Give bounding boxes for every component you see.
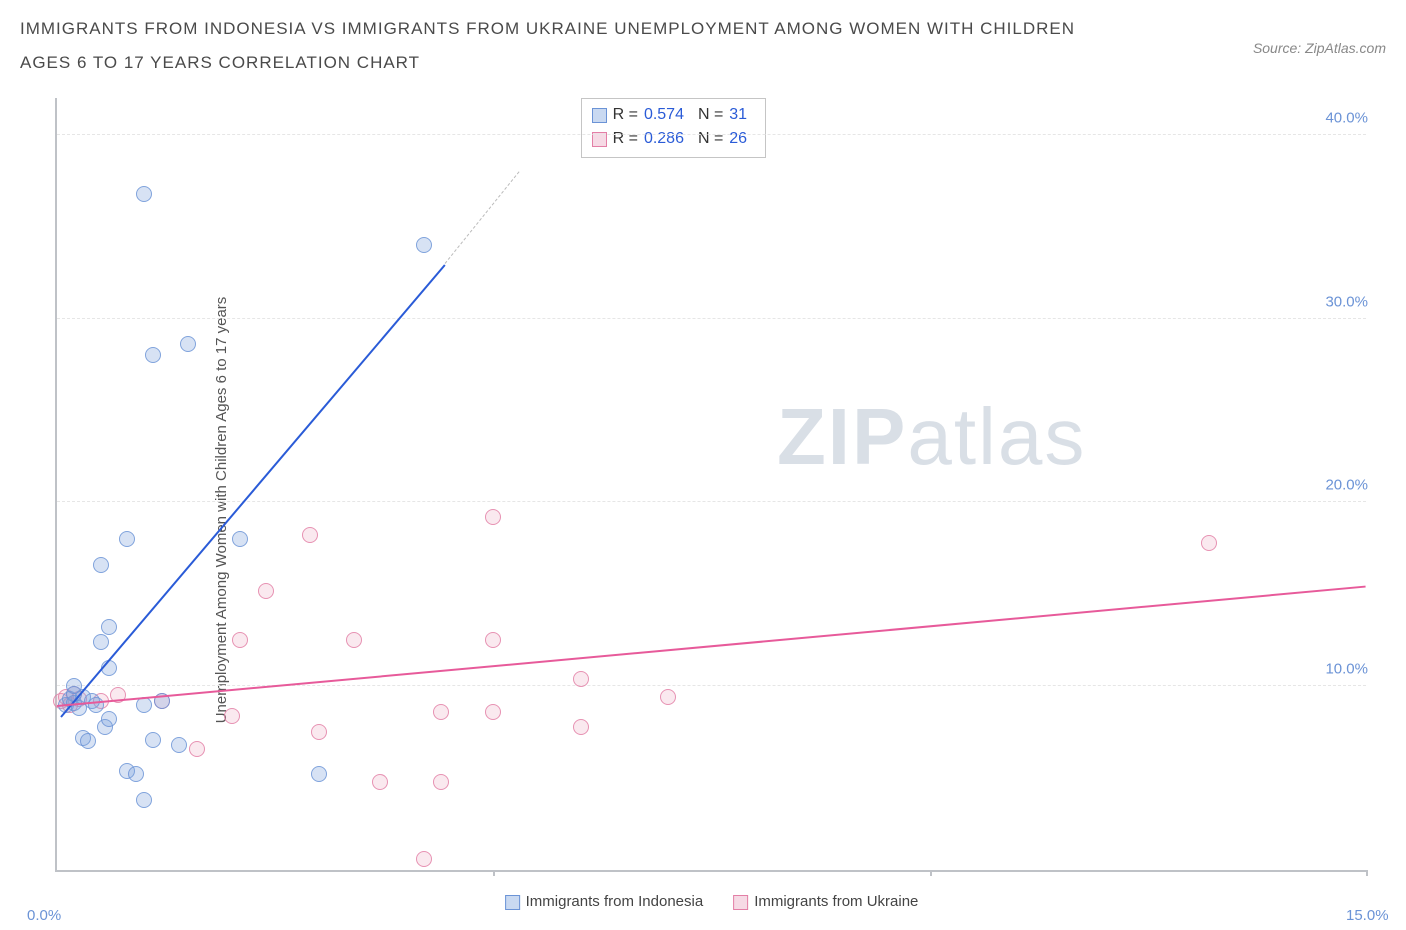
swatch-icon: [505, 895, 520, 910]
data-point: [80, 733, 96, 749]
data-point: [119, 531, 135, 547]
data-point: [416, 237, 432, 253]
stats-r-label: R =: [613, 127, 638, 151]
x-tick: [1366, 870, 1368, 876]
stats-box: R =0.574N =31R =0.286N =26: [581, 98, 767, 158]
data-point: [232, 531, 248, 547]
stats-n-label: N =: [698, 127, 723, 151]
y-tick-label: 40.0%: [1319, 109, 1368, 126]
data-point: [93, 634, 109, 650]
stats-n-value: 26: [729, 127, 755, 151]
legend-label: Immigrants from Ukraine: [754, 893, 918, 910]
data-point: [224, 708, 240, 724]
watermark-light: atlas: [907, 392, 1086, 481]
data-point: [302, 527, 318, 543]
chart-area: Unemployment Among Women with Children A…: [0, 90, 1406, 930]
gridline: [57, 318, 1366, 319]
data-point: [660, 689, 676, 705]
x-tick: [930, 870, 932, 876]
data-point: [189, 741, 205, 757]
swatch-icon: [592, 108, 607, 123]
data-point: [372, 774, 388, 790]
stats-row: R =0.286N =26: [592, 127, 756, 151]
data-point: [1201, 535, 1217, 551]
data-point: [485, 632, 501, 648]
chart-title: IMMIGRANTS FROM INDONESIA VS IMMIGRANTS …: [20, 12, 1120, 80]
data-point: [573, 719, 589, 735]
data-point: [171, 737, 187, 753]
data-point: [136, 792, 152, 808]
stats-r-value: 0.574: [644, 103, 692, 127]
x-tick-label: 0.0%: [27, 907, 61, 924]
data-point: [311, 724, 327, 740]
stats-r-label: R =: [613, 103, 638, 127]
data-point: [573, 671, 589, 687]
y-tick-label: 10.0%: [1319, 661, 1368, 678]
data-point: [346, 632, 362, 648]
regression-line: [445, 172, 520, 265]
x-tick-label: 15.0%: [1346, 907, 1389, 924]
source-attribution: Source: ZipAtlas.com: [1253, 12, 1386, 56]
regression-line: [57, 585, 1366, 706]
legend-label: Immigrants from Indonesia: [526, 893, 704, 910]
y-tick-label: 30.0%: [1319, 293, 1368, 310]
data-point: [485, 704, 501, 720]
data-point: [145, 732, 161, 748]
data-point: [180, 336, 196, 352]
data-point: [485, 509, 501, 525]
data-point: [416, 851, 432, 867]
stats-n-value: 31: [729, 103, 755, 127]
watermark: ZIPatlas: [777, 391, 1086, 483]
scatter-plot: ZIPatlas R =0.574N =31R =0.286N =26 Immi…: [55, 98, 1366, 872]
data-point: [128, 766, 144, 782]
gridline: [57, 501, 1366, 502]
data-point: [433, 774, 449, 790]
data-point: [145, 347, 161, 363]
stats-row: R =0.574N =31: [592, 103, 756, 127]
gridline: [57, 134, 1366, 135]
legend: Immigrants from Indonesia Immigrants from…: [505, 893, 919, 910]
legend-item: Immigrants from Indonesia: [505, 893, 704, 910]
data-point: [101, 711, 117, 727]
watermark-strong: ZIP: [777, 392, 907, 481]
x-tick: [493, 870, 495, 876]
data-point: [101, 619, 117, 635]
data-point: [93, 557, 109, 573]
chart-header: IMMIGRANTS FROM INDONESIA VS IMMIGRANTS …: [0, 0, 1406, 80]
data-point: [232, 632, 248, 648]
data-point: [311, 766, 327, 782]
stats-r-value: 0.286: [644, 127, 692, 151]
data-point: [433, 704, 449, 720]
regression-line: [61, 264, 446, 717]
data-point: [136, 186, 152, 202]
legend-item: Immigrants from Ukraine: [733, 893, 918, 910]
stats-n-label: N =: [698, 103, 723, 127]
swatch-icon: [733, 895, 748, 910]
data-point: [88, 697, 104, 713]
data-point: [258, 583, 274, 599]
y-tick-label: 20.0%: [1319, 477, 1368, 494]
